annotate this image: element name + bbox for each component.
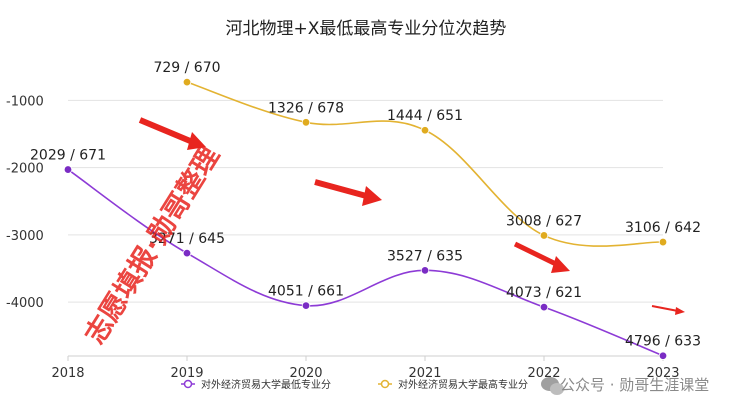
red-arrow-icon — [138, 117, 206, 150]
red-arrow-icon — [651, 305, 685, 315]
data-label: 3106 / 642 — [625, 220, 701, 236]
legend-label: 对外经济贸易大学最低专业分 — [201, 378, 331, 391]
wechat-icon — [541, 377, 564, 395]
series-line — [186, 81, 664, 247]
legend-marker — [183, 379, 193, 389]
data-label: 4796 / 633 — [625, 334, 701, 350]
data-point — [658, 237, 668, 247]
legend-label: 对外经济贸易大学最高专业分 — [398, 378, 528, 391]
x-tick-label: 2019 — [170, 366, 203, 381]
data-label: 1444 / 651 — [387, 108, 463, 124]
data-point — [420, 126, 430, 135]
watermark-account: 公众号 · 勋哥生涯课堂 — [560, 376, 709, 394]
data-label: 3271 / 645 — [149, 231, 225, 247]
data-label: 3527 / 635 — [387, 248, 463, 264]
series — [63, 77, 668, 360]
series-line — [67, 168, 664, 357]
data-label: 4073 / 621 — [506, 285, 582, 301]
data-label: 4051 / 661 — [268, 284, 344, 300]
legend-marker — [380, 379, 390, 389]
data-point — [301, 118, 311, 127]
x-tick-label: 2023 — [646, 366, 679, 381]
data-label: 1326 / 678 — [268, 100, 344, 116]
data-label: 3008 / 627 — [506, 213, 582, 229]
data-point — [539, 302, 549, 312]
data-point — [301, 301, 311, 310]
red-arrow-icon — [513, 241, 570, 273]
data-point — [182, 77, 192, 87]
y-tick-label: -4000 — [6, 296, 44, 311]
x-tick-label: 2018 — [51, 366, 84, 381]
data-label: 2029 / 671 — [30, 148, 106, 164]
x-tick-label: 2021 — [408, 366, 441, 381]
x-tick-label: 2020 — [289, 366, 322, 381]
y-tick-label: -1000 — [6, 94, 44, 109]
y-tick-label: -3000 — [6, 229, 44, 244]
data-point — [63, 165, 73, 174]
y-tick-label: -2000 — [6, 162, 44, 177]
grid — [68, 99, 663, 303]
red-arrow-icon — [314, 179, 382, 206]
legend: 对外经济贸易大学最低专业分 对外经济贸易大学最高专业分 — [181, 378, 528, 391]
data-labels: 2029 / 671 3271 / 645 4051 / 661 3527 / 635… — [30, 60, 701, 350]
data-label: 729 / 670 — [153, 60, 220, 76]
data-point — [182, 248, 192, 258]
chart-title: 河北物理+X最低最高专业分位次趋势 — [226, 19, 507, 39]
data-point — [420, 266, 430, 275]
data-point — [658, 351, 668, 360]
data-point — [539, 231, 549, 240]
